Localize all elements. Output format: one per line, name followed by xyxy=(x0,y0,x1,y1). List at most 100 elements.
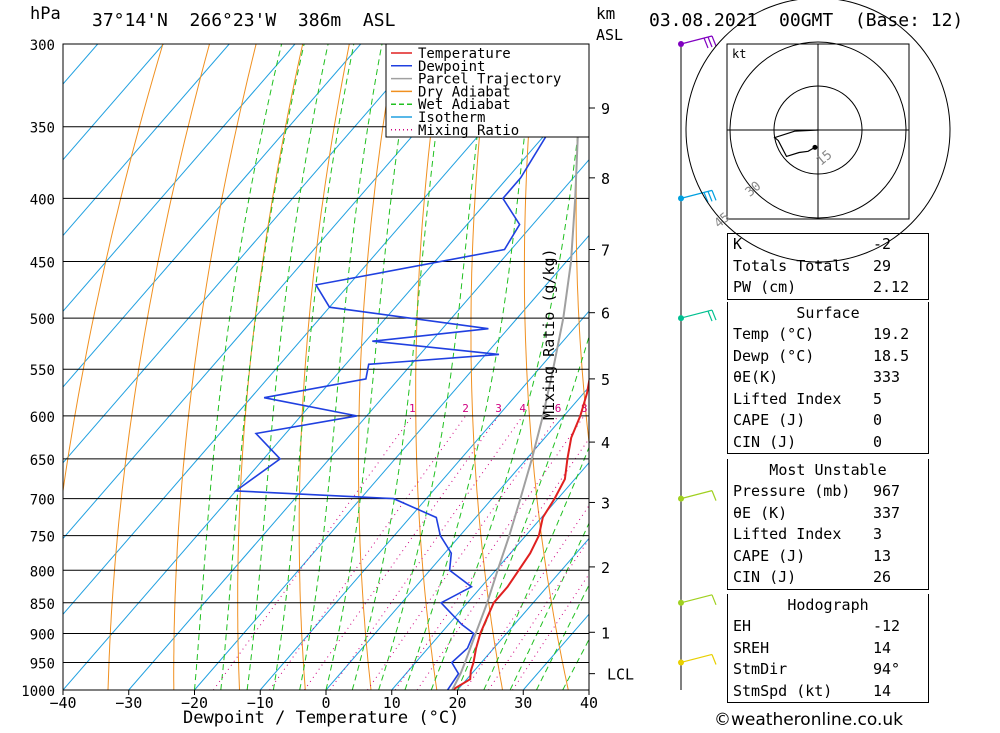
table-row: K -2 xyxy=(728,234,928,256)
pressure-tick-label: 400 xyxy=(30,192,55,208)
wind-barb xyxy=(678,653,717,666)
temp-tick-label: −20 xyxy=(181,694,208,712)
index-value: 18.5 xyxy=(873,346,910,365)
mixing-ratio-label: 2 xyxy=(462,402,469,415)
table-row: Totals Totals 29 xyxy=(728,256,928,278)
parcel-trajectory-line xyxy=(451,44,580,690)
index-value: 967 xyxy=(873,482,901,500)
temp-tick-label: 20 xyxy=(448,694,466,712)
km-tick-label: 7 xyxy=(601,241,610,259)
pressure-tick-label: 950 xyxy=(30,656,55,672)
dry-adiabat-line xyxy=(173,44,257,690)
table-row: StmSpd (kt) 14 xyxy=(728,681,928,703)
surface-table: Surface Temp (°C) 19.2 Dewp (°C) 18.5 θE(K) 33… xyxy=(727,302,929,454)
index-value: 19.2 xyxy=(873,325,910,343)
wind-barb-feather xyxy=(707,36,713,48)
hodograph-table: Hodograph EH -12 SREH 14 StmDir 94° StmSpd (kt)… xyxy=(727,594,929,703)
mixing-ratio-line xyxy=(269,415,467,690)
index-value: 5 xyxy=(873,389,883,408)
isotherm-line xyxy=(63,83,589,690)
hodograph-ring xyxy=(729,41,907,219)
index-name: Lifted Index xyxy=(733,389,842,408)
isotherm-line xyxy=(63,44,296,313)
wind-barb-feather xyxy=(711,309,717,321)
km-tick-label: 5 xyxy=(601,371,610,389)
table-row: CAPE (J) 13 xyxy=(728,546,928,568)
pressure-tick-label: 900 xyxy=(30,627,55,643)
isotherm-line xyxy=(63,44,427,464)
wet-adiabat-line xyxy=(299,44,383,690)
pressure-tick-label: 700 xyxy=(30,493,55,509)
dry-adiabat-line xyxy=(415,44,444,690)
hpa-unit-label: hPa xyxy=(30,4,61,24)
km-tick-label: 1 xyxy=(601,624,610,642)
temp-tick-label: 30 xyxy=(514,694,532,712)
wind-barb xyxy=(678,309,717,322)
isotherm-line xyxy=(391,461,589,690)
mixing-ratio-line xyxy=(329,415,524,690)
axes: 3003504004505005506006507007508008509009… xyxy=(21,38,634,712)
mixing-ratio-label: 25 xyxy=(688,402,701,415)
table-row: PW (cm) 2.12 xyxy=(728,277,928,299)
index-value: 2.12 xyxy=(873,278,910,296)
legend-label: Wet Adiabat xyxy=(418,97,511,113)
temp-tick-label: 0 xyxy=(321,694,330,712)
index-value: 333 xyxy=(873,368,901,386)
dry-adiabat-line xyxy=(237,44,304,690)
wind-barb-shaft xyxy=(680,35,713,45)
km-tick-label: 9 xyxy=(601,100,610,118)
mixing-ratio-label: 20 xyxy=(665,402,678,415)
wet-adiabat-line xyxy=(430,44,589,690)
index-name: PW (cm) xyxy=(733,278,797,296)
isobars xyxy=(63,43,589,691)
table-section-title: Most Unstable xyxy=(769,461,887,479)
wind-barb xyxy=(678,189,717,203)
hodograph-ring xyxy=(685,0,951,263)
isotherm-line xyxy=(194,234,589,690)
pressure-tick-label: 1000 xyxy=(21,684,55,700)
profiles xyxy=(233,44,589,690)
wet-adiabat-line xyxy=(509,522,589,690)
table-section-title: Hodograph xyxy=(787,596,869,614)
wind-barb-feather xyxy=(711,654,717,665)
index-name: StmSpd (kt) xyxy=(733,681,833,700)
table-row: CIN (J) 0 xyxy=(728,432,928,454)
mixing-ratio-label: 10 xyxy=(598,402,611,415)
isotherm-line xyxy=(63,44,362,388)
mixing-ratio-line xyxy=(394,415,585,690)
dry-adiabat-line xyxy=(358,44,397,690)
km-unit-label: km xyxy=(596,4,616,23)
mixing-ratio-label: 8 xyxy=(581,402,588,415)
wind-barb xyxy=(678,490,717,502)
pressure-tick-label: 550 xyxy=(30,363,55,379)
table-row: Temp (°C) 19.2 xyxy=(728,324,928,346)
wind-barb-shaft xyxy=(680,309,713,319)
temp-tick-label: −30 xyxy=(115,694,142,712)
index-value: 14 xyxy=(873,638,892,657)
wind-barb-shaft xyxy=(680,653,713,664)
mixing-ratio-line xyxy=(488,538,589,690)
index-name: CAPE (J) xyxy=(733,411,806,429)
index-name: CAPE (J) xyxy=(733,546,806,565)
index-value: 29 xyxy=(873,256,892,275)
temperature-line xyxy=(451,44,589,690)
table-row: Pressure (mb) 967 xyxy=(728,481,928,503)
wind-barb-feather xyxy=(707,191,713,202)
legend-label: Parcel Trajectory xyxy=(418,72,561,88)
wind-barb-shaft xyxy=(680,490,713,500)
pressure-tick-label: 750 xyxy=(30,530,55,546)
index-name: Dewp (°C) xyxy=(733,346,815,365)
index-value: 26 xyxy=(873,568,892,586)
mixing-ratio-line xyxy=(212,415,413,690)
index-name: SREH xyxy=(733,638,770,657)
credit-text: ©weatheronline.co.uk xyxy=(714,710,904,730)
isotherm-line xyxy=(457,537,589,690)
table-row: θE(K) 333 xyxy=(728,367,928,389)
isotherm-line xyxy=(63,44,493,540)
pressure-tick-label: 500 xyxy=(30,312,55,328)
asl-unit-label: ASL xyxy=(596,26,624,44)
wind-barb-feather xyxy=(711,490,717,501)
wind-barb-feather xyxy=(707,310,713,322)
isotherm-line xyxy=(63,44,230,237)
